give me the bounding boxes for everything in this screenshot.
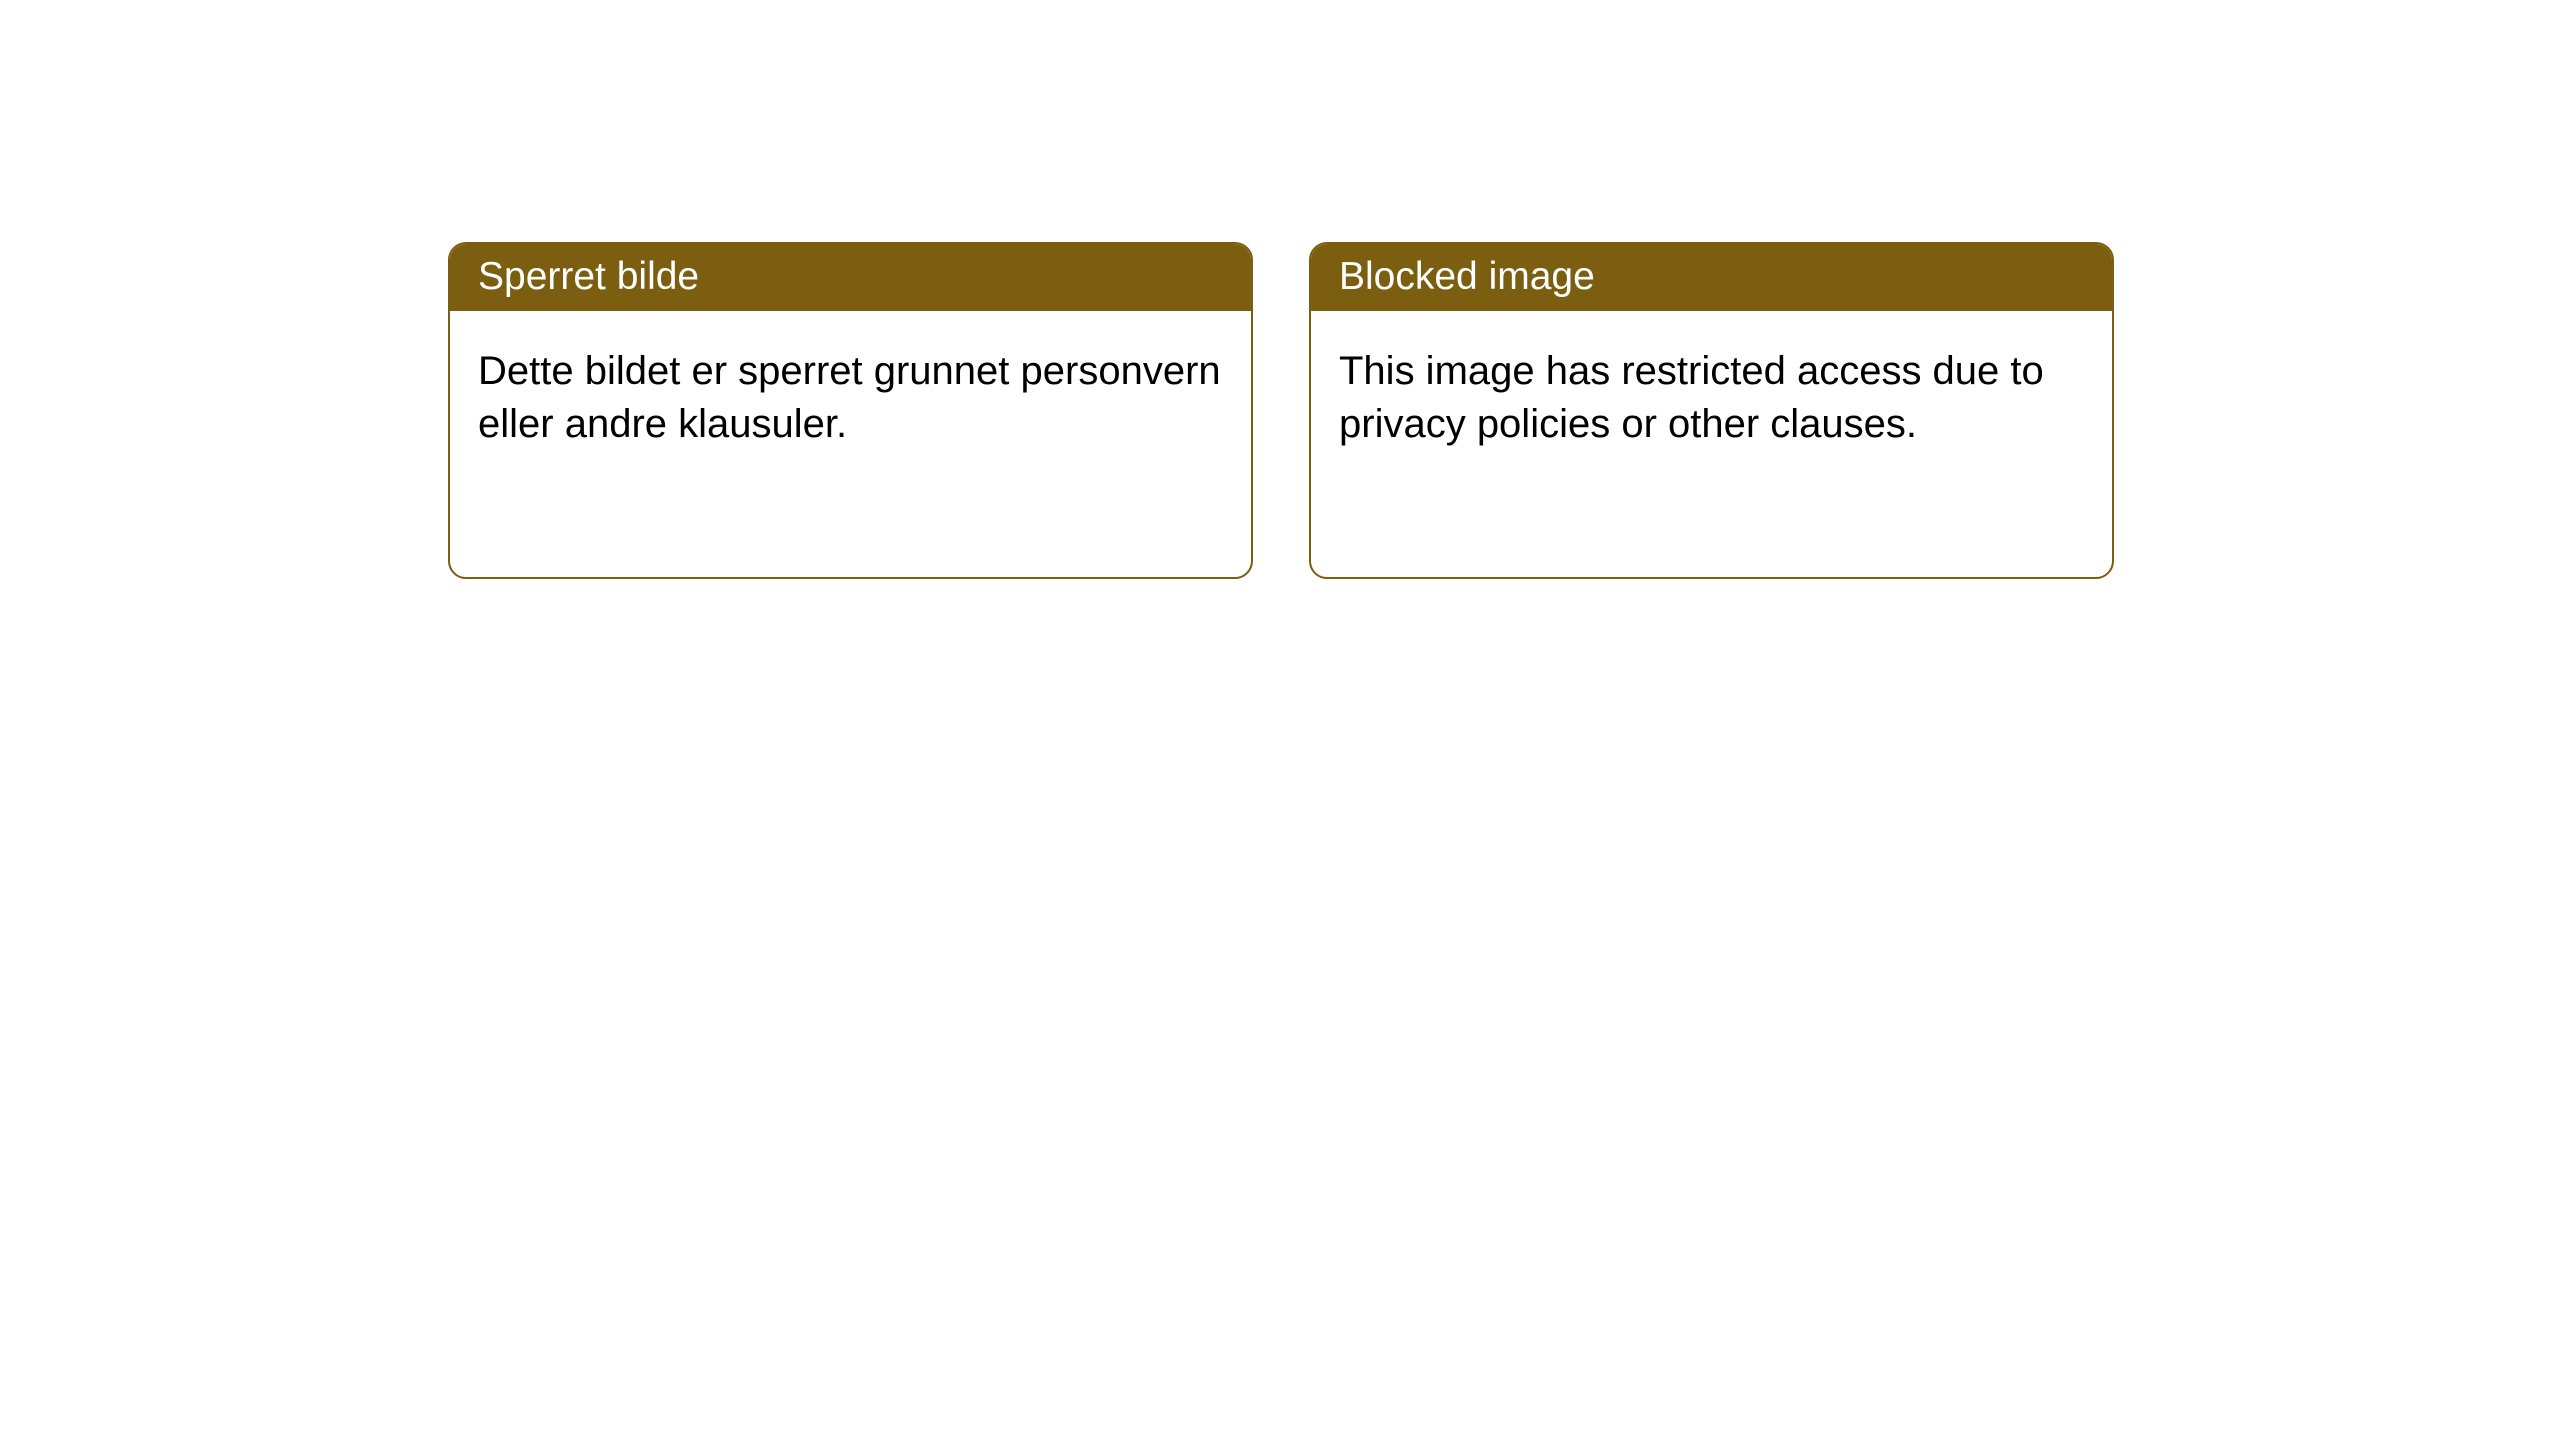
notice-title-english: Blocked image <box>1311 244 2112 311</box>
notice-card-norwegian: Sperret bilde Dette bildet er sperret gr… <box>448 242 1253 579</box>
notice-card-english: Blocked image This image has restricted … <box>1309 242 2114 579</box>
notice-body-english: This image has restricted access due to … <box>1311 311 2112 479</box>
notice-title-norwegian: Sperret bilde <box>450 244 1251 311</box>
notice-body-norwegian: Dette bildet er sperret grunnet personve… <box>450 311 1251 479</box>
notice-container: Sperret bilde Dette bildet er sperret gr… <box>0 0 2560 579</box>
